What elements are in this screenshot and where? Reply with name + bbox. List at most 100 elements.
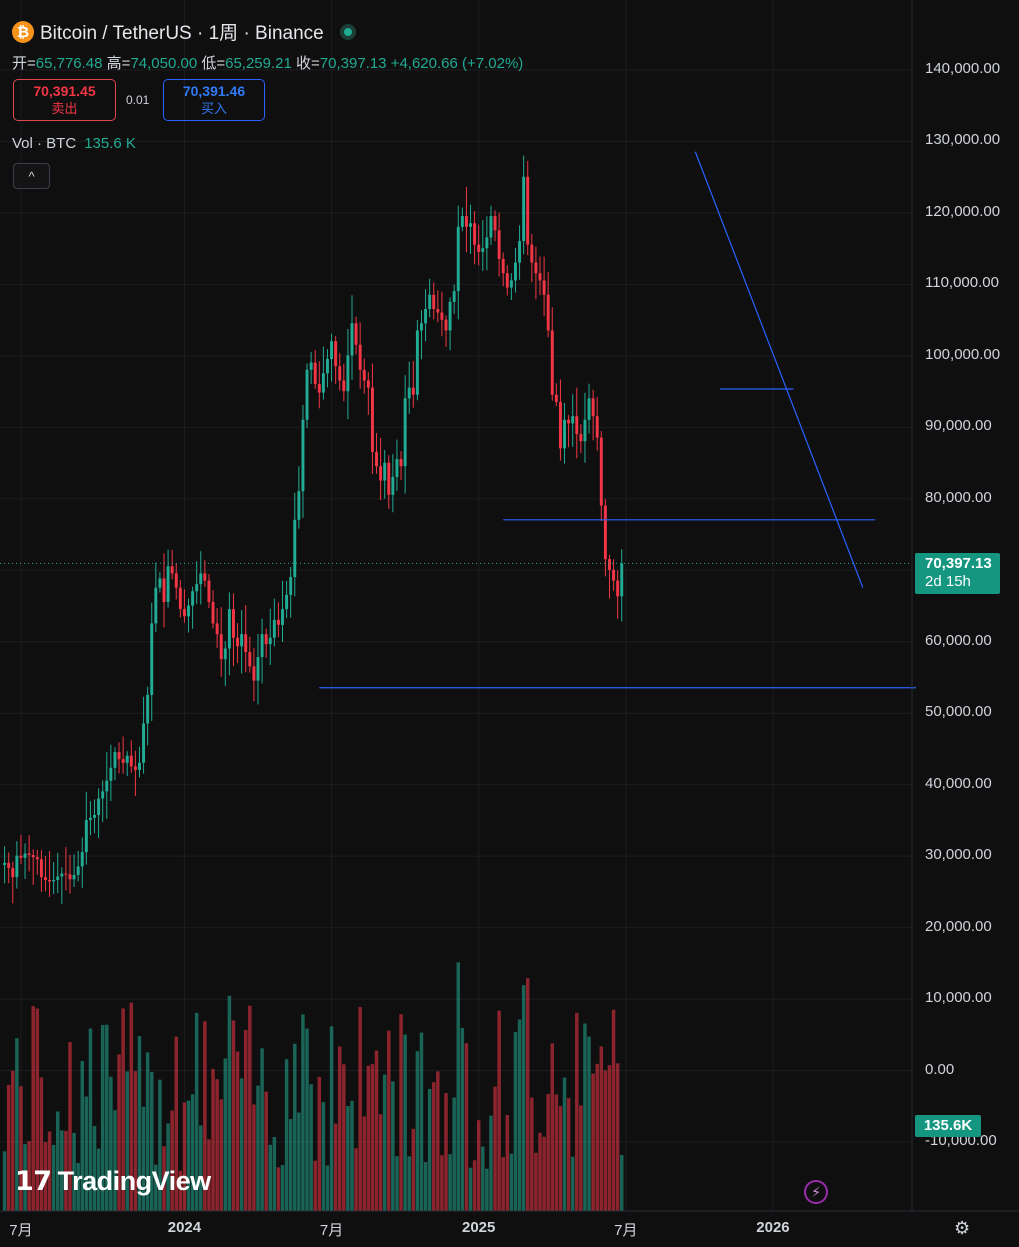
- candle-body: [387, 462, 391, 495]
- candle-body: [191, 591, 195, 606]
- volume-bar: [607, 1065, 612, 1211]
- candle-body: [558, 401, 562, 449]
- volume-legend[interactable]: Vol · BTC 135.6 K: [12, 135, 136, 152]
- volume-bar: [141, 1106, 146, 1211]
- candle-body: [84, 819, 88, 853]
- volume-bar: [476, 1120, 481, 1211]
- candle-body: [109, 767, 113, 781]
- volume-bar: [509, 1153, 514, 1211]
- candle-body: [599, 437, 603, 506]
- candle-body: [285, 594, 289, 610]
- trend-line: [694, 151, 864, 588]
- volume-bar: [211, 1068, 215, 1211]
- close-label: 收=: [296, 55, 320, 72]
- volume-bar: [570, 1156, 575, 1211]
- candle-body: [297, 491, 301, 520]
- volume-bar: [603, 1070, 608, 1211]
- candle-body: [31, 854, 35, 858]
- candle-body: [215, 623, 219, 635]
- candle-body: [219, 634, 223, 660]
- candle-body: [358, 344, 362, 370]
- candle-body: [321, 373, 325, 393]
- volume-tag: 135.6K: [915, 1115, 981, 1137]
- volume-bar: [125, 1071, 129, 1211]
- candle-body: [338, 366, 342, 381]
- candle-body: [207, 580, 211, 602]
- time-tick-label: 2025: [462, 1219, 496, 1236]
- volume-bar: [68, 1041, 72, 1211]
- candle-body: [448, 301, 452, 331]
- volume-bar: [321, 1102, 326, 1211]
- volume-bar: [158, 1079, 162, 1211]
- candle-body: [150, 623, 154, 695]
- candle-body: [428, 294, 432, 309]
- candle-body: [485, 237, 489, 249]
- candle-body: [530, 244, 534, 263]
- volume-bar: [260, 1048, 264, 1211]
- volume-bar: [534, 1152, 538, 1211]
- candle-body: [256, 657, 260, 681]
- volume-bar: [566, 1098, 571, 1211]
- volume-bar: [346, 1106, 350, 1211]
- candle-body: [105, 780, 109, 792]
- candle-body: [366, 380, 370, 388]
- candle-body: [101, 791, 105, 799]
- candle-body: [620, 563, 624, 597]
- volume-bar: [239, 1078, 244, 1211]
- candle-body: [403, 398, 407, 467]
- candle-body: [117, 752, 121, 760]
- volume-bar: [256, 1085, 260, 1211]
- price-tick-label: 20,000.00: [925, 917, 992, 935]
- volume-bar: [215, 1079, 219, 1211]
- buy-button[interactable]: 70,391.46 买入: [163, 79, 265, 121]
- volume-bar: [190, 1094, 195, 1211]
- volume-bar: [337, 1046, 342, 1211]
- candle-body: [342, 380, 346, 392]
- sell-button[interactable]: 70,391.45 卖出: [13, 79, 116, 121]
- candle-body: [236, 637, 240, 647]
- volume-bar: [288, 1119, 293, 1211]
- candle-body: [326, 359, 329, 374]
- candle-body: [350, 323, 354, 356]
- volume-bar: [350, 1100, 354, 1211]
- volume-bar: [117, 1054, 121, 1211]
- candle-body: [424, 308, 428, 324]
- gear-icon[interactable]: ⚙: [954, 1218, 971, 1238]
- candle-body: [407, 387, 411, 399]
- market-status-icon[interactable]: [339, 23, 356, 40]
- volume-bar: [374, 1050, 379, 1211]
- volume-bars: [2, 962, 624, 1211]
- volume-bar: [550, 1043, 555, 1211]
- volume-bar: [415, 1051, 420, 1211]
- bolt-icon[interactable]: ⚡: [804, 1180, 828, 1204]
- volume-bar: [207, 1139, 211, 1211]
- volume-bar: [23, 1144, 27, 1211]
- volume-bar: [268, 1144, 272, 1211]
- volume-bar: [301, 1014, 305, 1211]
- tradingview-logo[interactable]: 17 TradingView: [15, 1166, 211, 1197]
- volume-bar: [64, 1130, 68, 1211]
- candle-body: [142, 723, 146, 763]
- volume-bar: [615, 1063, 620, 1211]
- volume-bar: [427, 1088, 432, 1211]
- volume-bar: [538, 1132, 542, 1211]
- volume-bar: [358, 1006, 362, 1211]
- volume-bar: [595, 1063, 599, 1211]
- candle-body: [88, 817, 92, 820]
- volume-bar: [399, 1014, 403, 1211]
- candle-body: [587, 398, 591, 420]
- candle-body: [293, 519, 297, 577]
- volume-bar: [280, 1165, 285, 1211]
- candle-body: [27, 853, 31, 855]
- candle-body: [52, 880, 56, 882]
- volume-bar: [452, 1097, 456, 1211]
- volume-bar: [587, 1036, 591, 1211]
- candle-body: [444, 319, 448, 331]
- volume-bar: [485, 1168, 489, 1211]
- candle-body: [166, 566, 170, 602]
- collapse-legend-button[interactable]: ^: [13, 163, 50, 189]
- volume-bar: [162, 1146, 166, 1211]
- symbol-legend[interactable]: ₿ Bitcoin / TetherUS · 1周 · Binance: [12, 18, 356, 45]
- candle-body: [379, 466, 383, 481]
